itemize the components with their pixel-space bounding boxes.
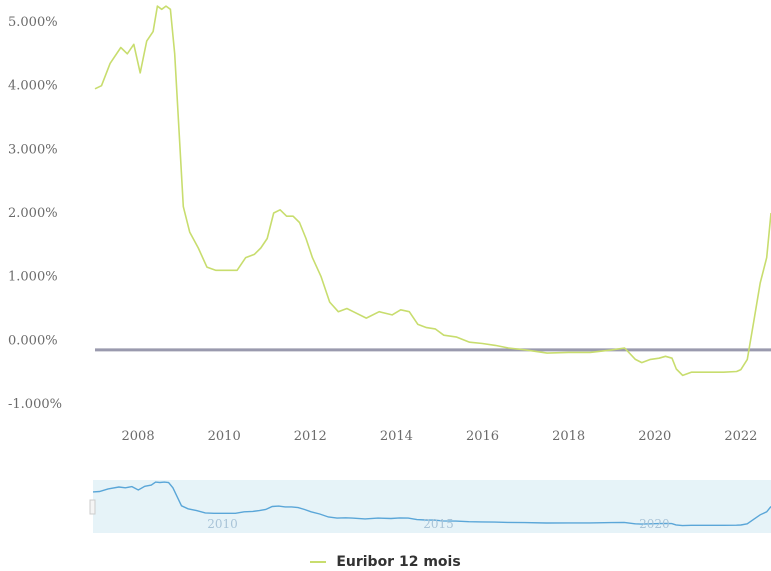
y-tick-label: 1.000% [8, 270, 58, 285]
y-tick-label: 0.000% [8, 333, 58, 348]
y-tick-label: 3.000% [8, 142, 58, 157]
navigator-x-tick-label: 2015 [423, 517, 454, 531]
legend-item[interactable]: Euribor 12 mois [310, 554, 461, 570]
y-tick-label: 4.000% [8, 79, 58, 94]
navigator-handle-left [89, 499, 96, 515]
x-tick-label: 2010 [208, 429, 241, 444]
y-tick-label: -1.000% [8, 397, 62, 412]
legend[interactable]: Euribor 12 mois [0, 548, 771, 570]
y-tick-label: 2.000% [8, 206, 58, 221]
x-tick-label: 2008 [122, 429, 155, 444]
x-tick-label: 2014 [380, 429, 413, 444]
navigator-x-tick-label: 2010 [207, 517, 238, 531]
y-tick-label: 5.000% [8, 15, 58, 30]
navigator-series-line [92, 481, 771, 527]
x-tick-label: 2016 [466, 429, 499, 444]
legend-swatch [310, 561, 327, 563]
series-line-euribor-12-mois [94, 5, 771, 377]
x-tick-label: 2022 [724, 429, 757, 444]
x-tick-label: 2012 [294, 429, 327, 444]
navigator-x-tick-label: 2020 [639, 517, 670, 531]
x-tick-label: 2020 [638, 429, 671, 444]
x-tick-label: 2018 [552, 429, 585, 444]
legend-label: Euribor 12 mois [336, 554, 461, 570]
